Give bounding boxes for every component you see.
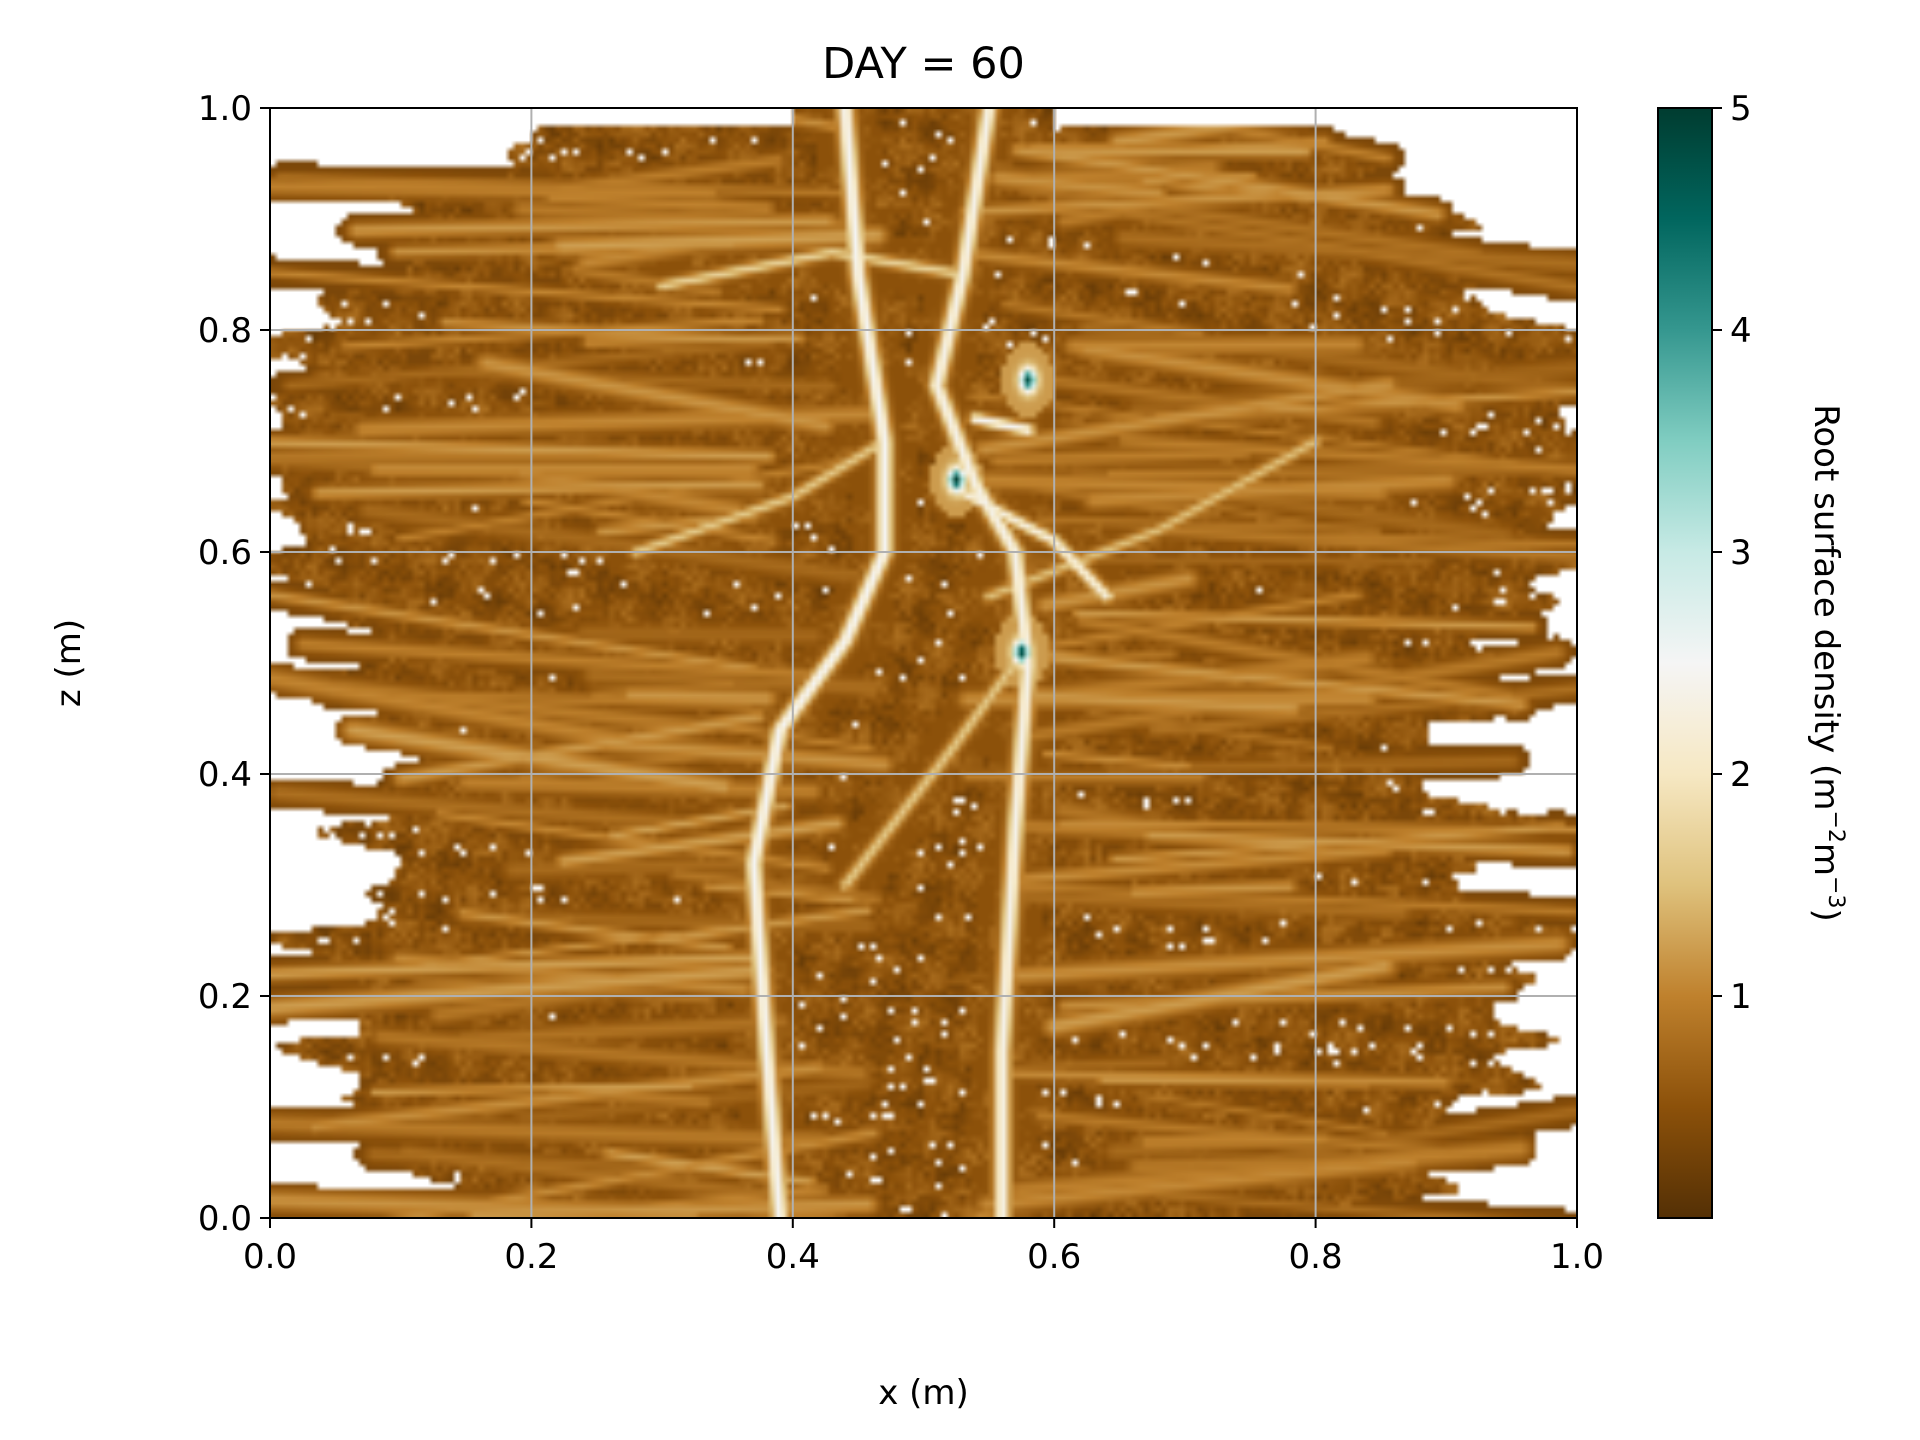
y-axis-ticks: 0.0 0.2 0.4 0.6 0.8 1.0 (198, 89, 270, 1239)
colorbar-tick-label: 5 (1730, 89, 1752, 129)
plot-frame (269, 107, 1578, 1219)
colorbar-label-mid: m (1806, 843, 1846, 876)
colorbar-label: Root surface density (m−2m−3) (1806, 404, 1848, 921)
density-heatmap (270, 108, 1577, 1218)
grid-lines (270, 108, 1577, 1218)
colorbar-ticks: 1 2 3 4 5 (1712, 89, 1752, 1017)
colorbar-gradient (1657, 107, 1713, 1219)
colorbar-tick-label: 4 (1730, 311, 1752, 351)
colorbar-label-main: Root surface density (m (1806, 404, 1846, 810)
colorbar-label-exp1: −2 (1823, 810, 1848, 842)
colorbar-tick-label: 3 (1730, 533, 1752, 573)
colorbar-label-end: ) (1806, 908, 1846, 921)
x-tick-label: 0.0 (243, 1237, 297, 1277)
chart-title: DAY = 60 (822, 39, 1025, 89)
y-axis-label: z (m) (49, 619, 89, 707)
colorbar-tick-label: 1 (1730, 977, 1752, 1017)
colorbar-label-exp2: −3 (1823, 876, 1848, 908)
y-tick-label: 0.8 (198, 311, 252, 351)
y-tick-label: 0.2 (198, 977, 252, 1017)
x-tick-label: 0.2 (504, 1237, 558, 1277)
x-tick-label: 0.4 (766, 1237, 820, 1277)
colorbar: 1 2 3 4 5 Root surface density (m−2m−3) (1657, 89, 1848, 1219)
x-tick-label: 1.0 (1550, 1237, 1604, 1277)
y-tick-label: 0.0 (198, 1199, 252, 1239)
x-tick-label: 0.6 (1027, 1237, 1081, 1277)
x-tick-label: 0.8 (1289, 1237, 1343, 1277)
x-axis-label: x (m) (878, 1373, 969, 1413)
x-axis-ticks: 0.0 0.2 0.4 0.6 0.8 1.0 (243, 1218, 1604, 1277)
y-tick-label: 0.6 (198, 533, 252, 573)
colorbar-tick-label: 2 (1730, 755, 1752, 795)
y-tick-label: 0.4 (198, 755, 252, 795)
y-tick-label: 1.0 (198, 89, 252, 129)
plot-area (270, 108, 1577, 1218)
